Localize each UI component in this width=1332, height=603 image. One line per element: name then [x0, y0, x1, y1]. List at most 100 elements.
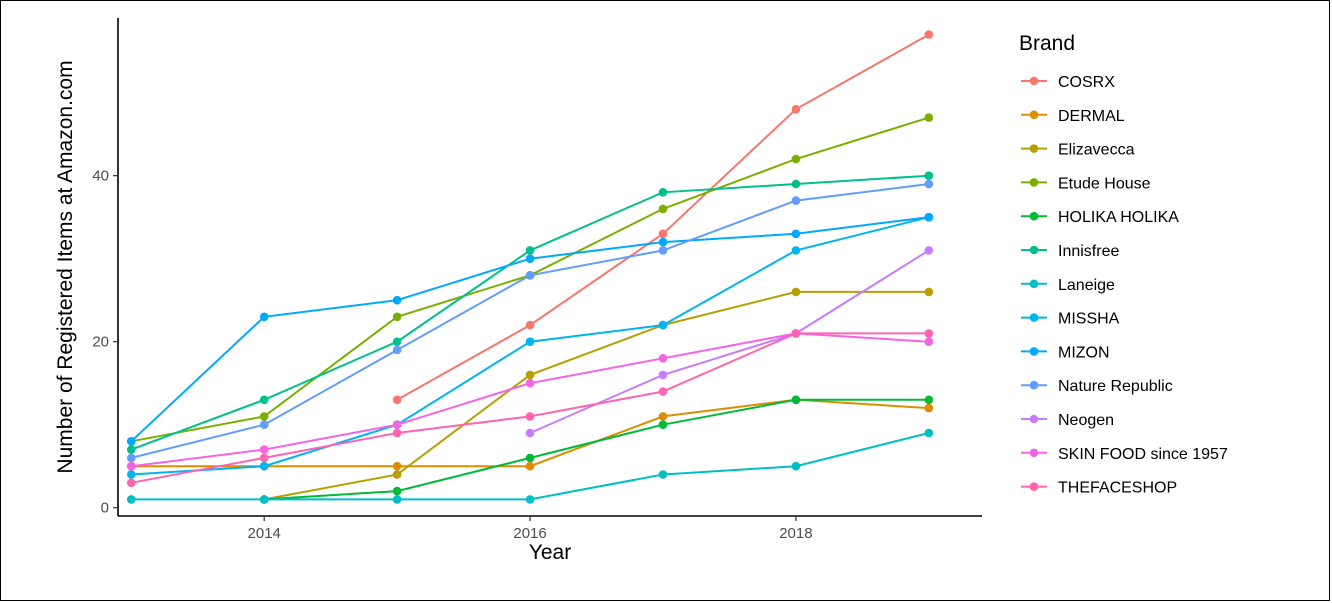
data-point [392, 295, 402, 305]
x-axis-title: Year [529, 541, 571, 564]
legend-label: Elizavecca [1058, 142, 1135, 159]
data-point [658, 320, 668, 330]
data-point [525, 428, 535, 438]
legend-label: Innisfree [1058, 243, 1119, 260]
data-point [525, 378, 535, 388]
data-point [924, 287, 934, 297]
legend-item: Innisfree [1021, 243, 1119, 260]
legend-label: Nature Republic [1058, 378, 1173, 395]
data-point [259, 461, 269, 471]
legend-key-point [1029, 482, 1039, 491]
data-point [392, 486, 402, 496]
series-nature-republic [126, 179, 934, 463]
data-point [126, 478, 136, 488]
data-point [392, 495, 402, 504]
data-point [259, 395, 269, 405]
legend-key-point [1029, 110, 1039, 120]
x-axis-ticks: 2014 2016 2018 [248, 516, 813, 542]
data-point [791, 105, 801, 114]
legend-item: THEFACESHOP [1021, 480, 1177, 497]
legend-item: SKIN FOOD since 1957 [1021, 446, 1228, 463]
data-point [658, 420, 668, 430]
series-innisfree [126, 171, 934, 454]
legend-key-point [1029, 313, 1039, 322]
series-line [396, 33, 930, 401]
x-tick-label: 2018 [779, 525, 812, 542]
data-point [924, 337, 934, 347]
legend-label: MISSHA [1058, 311, 1120, 328]
legend-item: Etude House [1021, 175, 1151, 192]
legend-item: Nature Republic [1021, 378, 1173, 395]
axes-layer: 2014 2016 2018 0 20 40 Year Number of Regist… [54, 18, 982, 564]
data-point [525, 254, 535, 263]
data-point [791, 154, 801, 164]
legend-key-point [1029, 347, 1039, 356]
data-point [126, 437, 136, 446]
data-point [126, 495, 136, 504]
legend-label: DERMAL [1058, 108, 1125, 125]
series-line [264, 398, 929, 501]
data-point [126, 445, 136, 454]
data-point [791, 196, 801, 205]
data-point [392, 312, 402, 322]
y-tick-label: 20 [92, 334, 109, 351]
x-tick-label: 2014 [248, 525, 281, 542]
legend-item: Elizavecca [1021, 142, 1135, 159]
legend: Brand COSRX DERMAL Elizavecca Etude House HO… [1019, 32, 1228, 497]
data-point [791, 329, 801, 338]
legend-items: COSRX DERMAL Elizavecca Etude House HOLIKA H… [1021, 74, 1228, 497]
series-thefaceshop [126, 329, 934, 488]
y-axis-ticks: 0 20 40 [92, 168, 118, 517]
data-point [658, 229, 668, 239]
data-point [525, 246, 535, 255]
data-point [392, 428, 402, 438]
data-point [525, 271, 535, 280]
legend-item: Laneige [1021, 277, 1115, 294]
x-tick-label: 2016 [513, 525, 546, 542]
legend-key-point [1029, 144, 1039, 153]
legend-key-point [1029, 76, 1039, 86]
data-point [791, 179, 801, 189]
data-point [924, 171, 934, 180]
data-point [791, 229, 801, 239]
legend-key-point [1029, 279, 1039, 289]
data-point [392, 470, 402, 479]
data-point [392, 337, 402, 347]
y-tick-label: 40 [92, 168, 109, 185]
data-point [791, 461, 801, 471]
legend-label: SKIN FOOD since 1957 [1058, 446, 1228, 463]
data-point [259, 445, 269, 454]
data-point [924, 113, 934, 122]
y-tick-label: 0 [101, 500, 109, 517]
legend-item: DERMAL [1021, 108, 1125, 125]
series-cosrx [392, 30, 934, 405]
data-point [259, 453, 269, 463]
data-point [525, 320, 535, 330]
data-point [126, 461, 136, 471]
data-point [924, 179, 934, 189]
legend-key-point [1029, 414, 1039, 424]
legend-key-point [1029, 448, 1039, 458]
data-point [658, 387, 668, 396]
data-point [924, 403, 934, 413]
legend-key-point [1029, 380, 1039, 390]
data-point [392, 420, 402, 430]
data-point [658, 354, 668, 363]
data-point [791, 246, 801, 255]
legend-label: Laneige [1058, 277, 1115, 294]
series-elizavecca [259, 287, 934, 504]
legend-item: HOLIKA HOLIKA [1021, 209, 1179, 226]
legend-title: Brand [1019, 32, 1075, 55]
legend-item: MISSHA [1021, 311, 1120, 328]
data-point [525, 412, 535, 421]
legend-item: MIZON [1021, 344, 1110, 361]
data-point [525, 370, 535, 380]
data-point [658, 470, 668, 479]
series-mizon [126, 212, 934, 446]
legend-label: Neogen [1058, 412, 1114, 429]
data-point [924, 395, 934, 405]
data-point [924, 428, 934, 438]
legend-item: COSRX [1021, 74, 1115, 91]
